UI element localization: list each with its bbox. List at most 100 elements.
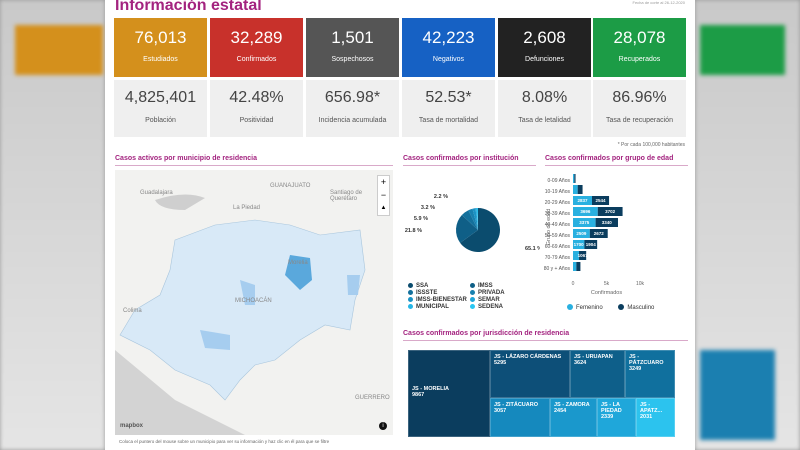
bar-masculino[interactable] [597, 207, 623, 216]
treemap-cell[interactable]: JS - ZITÁCUARO 3057 [490, 398, 550, 437]
bar-masculino[interactable] [589, 229, 608, 238]
morelia-highlight [285, 255, 312, 290]
bar-femenino[interactable] [573, 218, 596, 227]
legend-femenino[interactable]: Femenino [567, 304, 603, 311]
card-recuperados: 28,078 Recuperados [593, 18, 686, 77]
age-tick-label: 20-29 Años [545, 200, 571, 206]
age-tick-label: 50-59 Años [545, 233, 571, 239]
legend-item[interactable]: MUNICIPAL [408, 304, 470, 311]
pie-label: 65.1 % [525, 246, 540, 252]
bar-value-label: 1067 [578, 253, 589, 258]
treemap-value: 5295 [494, 360, 507, 366]
pie-slice-semar[interactable] [475, 208, 478, 230]
stat-card: 656.98* Incidencia acumulada [306, 80, 399, 137]
pie-slice-ssa[interactable] [460, 208, 500, 252]
blurred-card [15, 25, 103, 75]
stat-value: 52.53* [425, 89, 472, 106]
x-tick-label: 10k [636, 281, 645, 287]
stat-value: 656.98* [324, 89, 381, 106]
bar-masculino[interactable] [595, 218, 618, 227]
y-axis-label: Grupo de edad [546, 209, 552, 246]
bar-value-label: 2672 [594, 231, 605, 236]
bar-femenino[interactable] [573, 185, 578, 194]
pie-slice-privada[interactable] [468, 208, 478, 230]
bar-value-label: 3375 [579, 220, 590, 225]
treemap-label: JS - ZAMORA [554, 402, 590, 408]
stat-label: Tasa de recuperación [606, 117, 673, 124]
bar-masculino[interactable] [577, 185, 583, 194]
info-icon[interactable]: i [379, 422, 387, 430]
stat-card: 42.48% Positividad [210, 80, 303, 137]
bar-femenino[interactable] [573, 240, 585, 249]
treemap-cell[interactable]: JS - PÁTZCUARO 3249 [625, 350, 675, 398]
treemap-label: JS - LÁZARO CÁRDENAS [494, 354, 562, 360]
legend-item[interactable]: SEMAR [470, 297, 532, 304]
age-tick-label: 60-69 Años [545, 244, 571, 250]
map-label: Santiago de Querétaro [330, 190, 363, 202]
bar-masculino[interactable] [579, 251, 587, 260]
pie-slice-imss[interactable] [456, 215, 478, 243]
legend-item[interactable]: SSA [408, 283, 470, 290]
card-value: 42,223 [422, 28, 475, 47]
bar-femenino[interactable] [573, 196, 593, 205]
bar-value-label: 3696 [580, 209, 591, 214]
blurred-treemap [700, 350, 775, 440]
legend-item[interactable]: ISSSTE [408, 290, 470, 297]
legend-masculino[interactable]: Masculino [618, 304, 654, 311]
bar-femenino[interactable] [573, 174, 575, 183]
municipality-map[interactable]: Guadalajara GUANAJUATO Santiago de Queré… [115, 170, 393, 435]
stat-label: Incidencia acumulada [318, 117, 387, 124]
zoom-in-button[interactable]: + [380, 177, 387, 187]
pie-slice-municipal[interactable] [476, 208, 478, 230]
card-value: 32,289 [230, 28, 283, 47]
bar-femenino[interactable] [573, 251, 580, 260]
blurred-card [700, 25, 785, 75]
compass-button[interactable]: ▲ [380, 205, 387, 211]
bar-femenino[interactable] [573, 262, 577, 271]
pie-slice-imss-bienestar[interactable] [472, 208, 478, 230]
bar-masculino[interactable] [576, 262, 581, 271]
pie-slice-issste[interactable] [461, 210, 478, 230]
legend-item[interactable]: SEDENA [470, 304, 532, 311]
legend-item[interactable]: IMSS-BIENESTAR [408, 297, 470, 304]
treemap-cell[interactable]: JS - LA PIEDAD 2339 [597, 398, 636, 437]
map-note: Coloca el puntero del mouse sobre un mun… [119, 439, 330, 444]
pie-label: 3.2 % [421, 205, 435, 211]
pie-slice-sedena[interactable] [477, 208, 478, 230]
card-sospechosos: 1,501 Sospechosos [306, 18, 399, 77]
card-value: 76,013 [134, 28, 187, 47]
legend-item[interactable]: IMSS [470, 283, 532, 290]
blurred-background-left [0, 0, 105, 450]
bar-femenino[interactable] [573, 207, 598, 216]
cutoff-date: Fecha de corte al 26-12-2020 [632, 0, 685, 5]
treemap-label: JS - MORELIA [412, 386, 449, 392]
bar-masculino[interactable] [584, 240, 598, 249]
card-estudiados: 76,013 Estudiados [114, 18, 207, 77]
stat-label: Tasa de mortalidad [418, 117, 479, 124]
treemap-label: JS - APATZ... [640, 402, 663, 414]
treemap-cell[interactable]: JS - LÁZARO CÁRDENAS 5295 [490, 350, 570, 398]
treemap-cell[interactable]: JS - MORELIA 9867 [408, 350, 490, 437]
bar-value-label: 2837 [577, 198, 588, 203]
map-label: Colima [123, 308, 142, 314]
stat-card: 52.53* Tasa de mortalidad [402, 80, 495, 137]
treemap-value: 3249 [629, 366, 642, 372]
bar-value-label: 2509 [576, 231, 587, 236]
treemap-cell[interactable]: JS - APATZ... 2031 [636, 398, 675, 437]
bar-femenino[interactable] [573, 229, 590, 238]
stat-value: 8.08% [521, 89, 568, 106]
treemap-cell[interactable]: JS - ZAMORA 2454 [550, 398, 597, 437]
map-shapes [115, 194, 366, 435]
bar-masculino[interactable] [574, 174, 576, 183]
institution-pie-chart: 65.1 % 21.8 % 5.9 % 3.2 % 2.2 % [405, 194, 540, 252]
zoom-out-button[interactable]: − [380, 190, 387, 200]
bar-value-label: 1904 [586, 242, 597, 247]
treemap-label: JS - URUAPAN [574, 354, 613, 360]
legend-item[interactable]: PRIVADA [470, 290, 532, 297]
age-tick-label: 80 y + Años [544, 266, 571, 272]
treemap-cell[interactable]: JS - URUAPAN 3624 [570, 350, 625, 398]
treemap-value: 2339 [601, 414, 614, 420]
x-tick-label: 5k [604, 281, 610, 287]
card-value: 28,078 [613, 28, 666, 47]
bar-masculino[interactable] [592, 196, 610, 205]
